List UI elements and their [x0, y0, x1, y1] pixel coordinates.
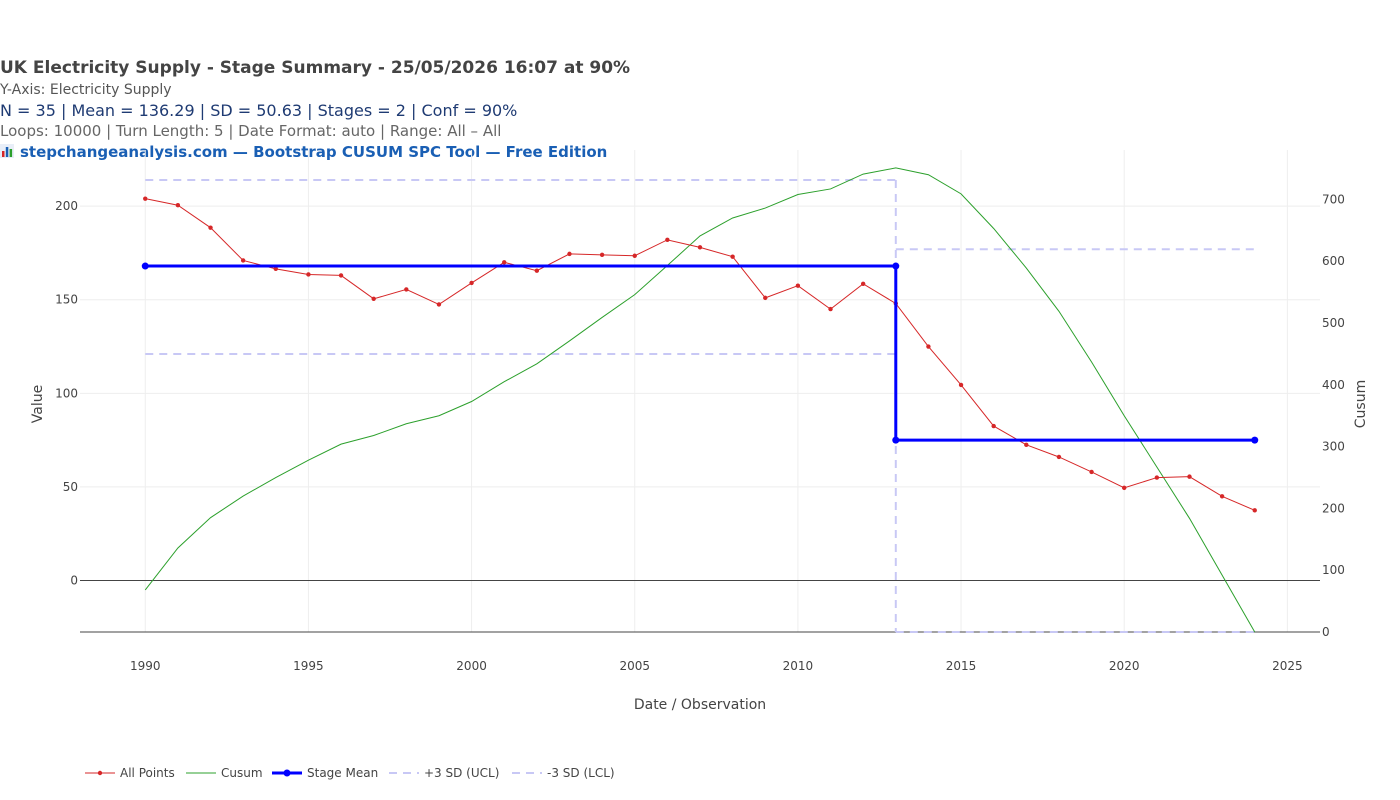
data-point	[1122, 485, 1127, 491]
x-tick-label: 2025	[1272, 659, 1303, 673]
x-tick-label: 2020	[1109, 659, 1140, 673]
legend-item[interactable]: Cusum	[186, 766, 263, 780]
data-point	[730, 254, 735, 259]
data-point	[338, 273, 344, 278]
data-point	[306, 272, 311, 277]
stage-mean-layer	[141, 262, 1259, 444]
data-point	[175, 203, 181, 208]
data-point	[534, 268, 540, 273]
legend-label: All Points	[120, 766, 175, 780]
data-point	[143, 196, 148, 201]
data-point	[1154, 475, 1160, 480]
bar-chart-icon	[0, 144, 14, 158]
data-point	[1024, 442, 1029, 448]
data-point	[1056, 454, 1062, 460]
cusum-line	[144, 167, 1256, 633]
y2-tick-label: 200	[1322, 501, 1345, 515]
data-point	[893, 301, 898, 306]
brand-link[interactable]: stepchangeanalysis.com — Bootstrap CUSUM…	[0, 143, 607, 161]
legend-item[interactable]: -3 SD (LCL)	[512, 766, 615, 780]
legend-marker	[283, 769, 291, 777]
data-point	[860, 281, 866, 287]
stage-mean-marker	[141, 262, 149, 270]
stage-mean-marker	[1251, 436, 1259, 444]
y2-tick-label: 100	[1322, 563, 1345, 577]
legend-label: +3 SD (UCL)	[424, 766, 499, 780]
data-point	[665, 237, 670, 243]
data-point	[273, 266, 278, 272]
y2-axis-title: Cusum	[1353, 380, 1369, 428]
y2-tick-label: 300	[1322, 440, 1345, 454]
data-point	[1089, 469, 1094, 475]
y2-tick-label: 700	[1322, 192, 1345, 206]
y2-tick-label: 400	[1322, 378, 1345, 392]
brand-text: stepchangeanalysis.com — Bootstrap CUSUM…	[20, 143, 608, 161]
legend-item[interactable]: All Points	[85, 766, 175, 780]
stage-mean-marker	[892, 262, 900, 270]
legend-item[interactable]: Stage Mean	[272, 766, 378, 780]
y2-tick-label: 0	[1322, 625, 1330, 639]
data-point	[240, 258, 246, 263]
x-tick-label: 2010	[783, 659, 814, 673]
gridlines	[80, 150, 1320, 632]
data-point	[828, 306, 833, 312]
y-tick-label: 50	[63, 480, 78, 494]
data-point	[926, 344, 931, 349]
data-point	[371, 296, 376, 302]
legend: All Points Cusum Stage Mean +3 SD (UCL) -3 S…	[85, 766, 615, 780]
chart-subtitle: Y-Axis: Electricity Supply	[0, 82, 172, 98]
x-tick-label: 2015	[946, 659, 977, 673]
data-point	[1252, 508, 1257, 513]
data-point	[991, 423, 996, 429]
y-tick-label: 0	[70, 574, 78, 588]
x-axis-title: Date / Observation	[634, 697, 766, 713]
data-point	[567, 251, 572, 257]
legend-label: -3 SD (LCL)	[547, 766, 615, 780]
legend-marker	[97, 770, 103, 776]
data-point	[599, 252, 605, 258]
data-point	[404, 287, 409, 292]
y-axis-title: Value	[30, 385, 46, 423]
data-point	[436, 302, 442, 307]
y2-tick-label: 500	[1322, 316, 1345, 330]
axes: 1990 1995 2000 2005 2010 2015 2020 202505010015…	[55, 192, 1345, 673]
cusum-layer	[144, 167, 1256, 633]
analysis-parameters: Loops: 10000 | Turn Length: 5 | Date For…	[0, 122, 502, 140]
all-points-line	[145, 198, 1255, 511]
data-point	[208, 225, 213, 230]
y-tick-label: 100	[55, 386, 78, 400]
data-point	[1187, 474, 1192, 479]
points-layer	[143, 196, 1257, 513]
control-limits	[145, 178, 1255, 633]
y2-tick-label: 600	[1322, 254, 1345, 268]
x-tick-label: 1990	[130, 659, 161, 673]
legend-label: Cusum	[221, 766, 263, 780]
data-point	[632, 253, 637, 258]
data-point	[958, 382, 964, 388]
data-point	[469, 280, 474, 286]
data-point	[697, 245, 703, 250]
axis-labels: Date / Observation Value Cusum	[30, 380, 1369, 713]
x-tick-label: 1995	[293, 659, 324, 673]
y-tick-label: 150	[55, 293, 78, 307]
x-tick-label: 2000	[456, 659, 487, 673]
stage-mean-line	[145, 264, 1255, 442]
stage-mean-marker	[892, 436, 900, 444]
chart-title: UK Electricity Supply - Stage Summary - …	[0, 58, 631, 78]
data-point	[795, 283, 801, 288]
data-point	[1219, 494, 1225, 499]
y-tick-label: 200	[55, 199, 78, 213]
summary-stats: N = 35 | Mean = 136.29 | SD = 50.63 | St…	[0, 101, 518, 120]
legend-label: Stage Mean	[307, 766, 378, 780]
data-point	[763, 295, 768, 301]
x-tick-label: 2005	[619, 659, 650, 673]
data-point	[502, 260, 507, 265]
legend-item[interactable]: +3 SD (UCL)	[389, 766, 499, 780]
